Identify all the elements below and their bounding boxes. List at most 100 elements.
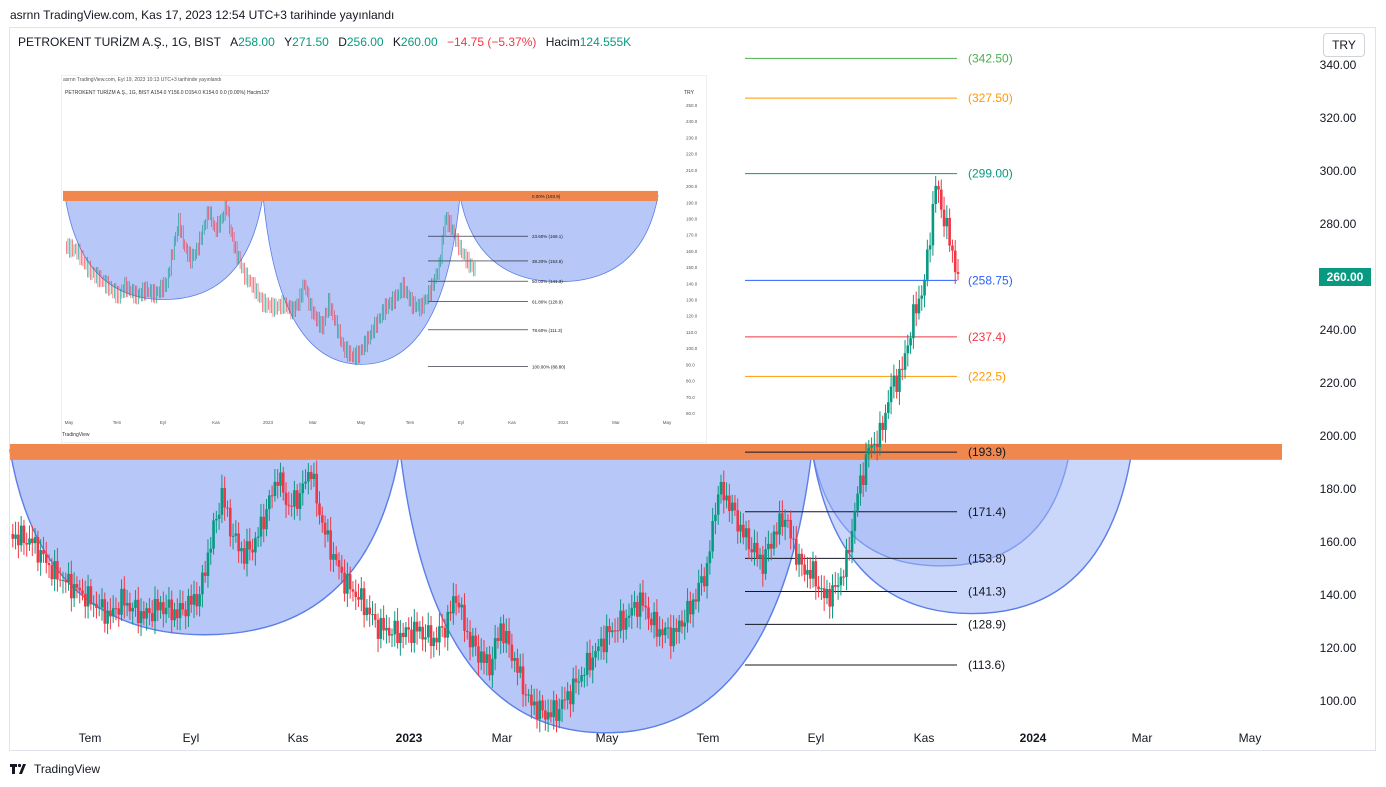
candle-body bbox=[552, 700, 556, 718]
candle-body bbox=[468, 631, 472, 648]
candle-body bbox=[669, 627, 673, 647]
candle-body bbox=[114, 608, 118, 610]
candle-body bbox=[415, 621, 419, 632]
candle-body bbox=[691, 599, 695, 615]
candle-body bbox=[452, 596, 455, 614]
candle-body bbox=[307, 471, 310, 482]
candle-body bbox=[753, 542, 756, 553]
candle-body bbox=[583, 674, 586, 676]
candle-body bbox=[432, 637, 436, 647]
candle-body bbox=[357, 596, 360, 600]
candle-body bbox=[744, 528, 748, 538]
symbol-name[interactable]: PETROKENT TURİZM A.Ş., 1G, BIST bbox=[18, 35, 221, 49]
x-tick-label: 2023 bbox=[396, 731, 423, 745]
resistance-zone bbox=[10, 443, 1282, 460]
candle-body bbox=[702, 576, 706, 587]
candle-body bbox=[937, 185, 940, 190]
candle-body bbox=[803, 564, 806, 575]
candle-body bbox=[900, 368, 904, 370]
candle-body bbox=[820, 588, 823, 590]
candle-body bbox=[493, 638, 497, 659]
candle-body bbox=[284, 492, 288, 505]
candle-body bbox=[424, 637, 427, 640]
candle-body bbox=[655, 611, 659, 637]
candle-body bbox=[675, 628, 678, 632]
candle-body bbox=[376, 619, 380, 639]
candle-body bbox=[917, 298, 921, 314]
candle-body bbox=[58, 579, 62, 581]
candle-body bbox=[808, 569, 812, 579]
candle-body bbox=[184, 609, 187, 617]
candle-body bbox=[145, 608, 148, 619]
candle-body bbox=[705, 563, 709, 587]
candle-body bbox=[201, 572, 204, 595]
candle-body bbox=[538, 700, 542, 720]
candle-body bbox=[387, 627, 391, 636]
footer-brand[interactable]: TradingView bbox=[10, 762, 100, 776]
candle-body bbox=[931, 203, 935, 246]
candle-body bbox=[652, 611, 656, 626]
candle-body bbox=[714, 514, 717, 522]
candle-body bbox=[33, 537, 37, 544]
y-tick-label: 240.00 bbox=[1320, 323, 1357, 337]
footer-brand-label: TradingView bbox=[34, 762, 101, 776]
candle-body bbox=[309, 471, 313, 480]
candle-body bbox=[750, 549, 753, 553]
candle-body bbox=[566, 691, 569, 700]
candle-body bbox=[549, 712, 553, 718]
candle-body bbox=[265, 509, 268, 530]
candle-body bbox=[39, 550, 42, 563]
candle-body bbox=[920, 295, 924, 299]
candle-body bbox=[521, 666, 525, 695]
candle-body bbox=[956, 272, 960, 274]
candle-body bbox=[686, 600, 689, 623]
candle-body bbox=[245, 541, 249, 564]
currency-button[interactable]: TRY bbox=[1323, 33, 1365, 57]
candle-body bbox=[834, 585, 837, 587]
candle-body bbox=[301, 483, 305, 494]
candle-body bbox=[106, 610, 109, 624]
candle-body bbox=[290, 505, 293, 507]
candle-body bbox=[189, 595, 193, 605]
candle-body bbox=[914, 304, 918, 314]
chart-frame[interactable] bbox=[9, 27, 1376, 751]
candle-body bbox=[786, 519, 790, 521]
candle-body bbox=[139, 611, 143, 624]
candle-body bbox=[435, 637, 438, 643]
candle-body bbox=[602, 638, 606, 653]
y-tick-label: 220.00 bbox=[1320, 376, 1357, 390]
candle-body bbox=[541, 700, 544, 711]
candle-body bbox=[577, 681, 581, 683]
candle-body bbox=[658, 629, 661, 637]
candle-body bbox=[14, 534, 17, 539]
x-tick-label: Eyl bbox=[183, 731, 200, 745]
candle-body bbox=[716, 494, 720, 515]
candle-body bbox=[574, 678, 578, 683]
candle-body bbox=[463, 604, 466, 631]
candle-body bbox=[926, 249, 929, 280]
candle-body bbox=[19, 525, 23, 546]
candle-body bbox=[156, 598, 160, 611]
candle-body bbox=[814, 561, 818, 587]
candle-body bbox=[89, 586, 93, 605]
candle-body bbox=[401, 632, 405, 638]
y-tick-label: 100.00 bbox=[1320, 694, 1357, 708]
candle-body bbox=[343, 572, 346, 594]
candle-body bbox=[404, 627, 408, 638]
candle-body bbox=[446, 611, 450, 638]
candle-body bbox=[231, 535, 235, 537]
candle-body bbox=[256, 536, 260, 538]
candle-body bbox=[861, 475, 865, 485]
candle-body bbox=[761, 554, 765, 574]
candle-body bbox=[630, 607, 634, 616]
candle-body bbox=[396, 620, 399, 644]
candle-body bbox=[906, 345, 910, 354]
candle-body bbox=[666, 627, 670, 629]
candle-body bbox=[580, 675, 583, 682]
candle-body bbox=[811, 561, 815, 579]
x-tick-label: Tem bbox=[79, 731, 102, 745]
candle-body bbox=[482, 651, 486, 663]
candle-body bbox=[817, 586, 820, 590]
candle-body bbox=[557, 709, 561, 721]
